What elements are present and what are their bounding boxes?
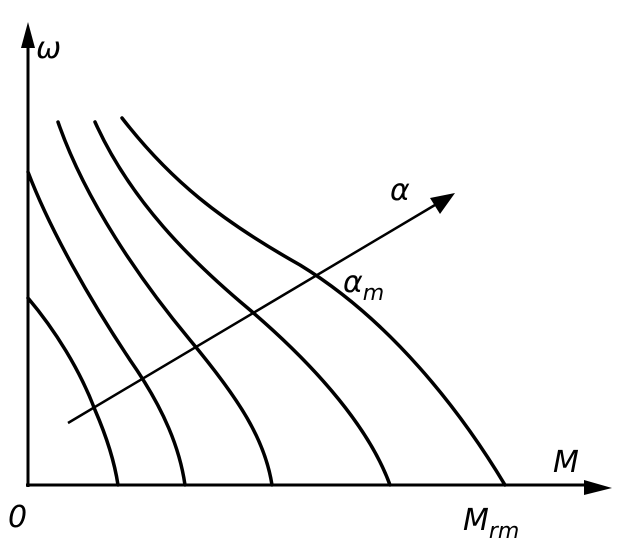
- alpha-label: α: [390, 173, 410, 208]
- alpha-m-main: α: [343, 265, 363, 300]
- curve: [26, 296, 120, 487]
- origin-label: 0: [8, 500, 27, 535]
- curve: [26, 170, 187, 487]
- alpha-arrow: [430, 193, 455, 214]
- y-axis-label: ω: [36, 31, 61, 66]
- alpha-m-label: αm: [343, 265, 384, 306]
- m-rm-label: Mrm: [463, 503, 519, 544]
- curve: [120, 116, 507, 487]
- y-axis-arrow: [21, 22, 35, 48]
- x-axis-label: M: [553, 445, 579, 480]
- x-axis-arrow: [584, 480, 612, 495]
- curve: [93, 120, 392, 487]
- curve: [56, 120, 274, 487]
- alpha-line: [67, 200, 441, 425]
- alpha-m-sub: m: [363, 281, 384, 306]
- m-rm-sub: rm: [489, 519, 519, 544]
- m-rm-main: M: [463, 503, 489, 538]
